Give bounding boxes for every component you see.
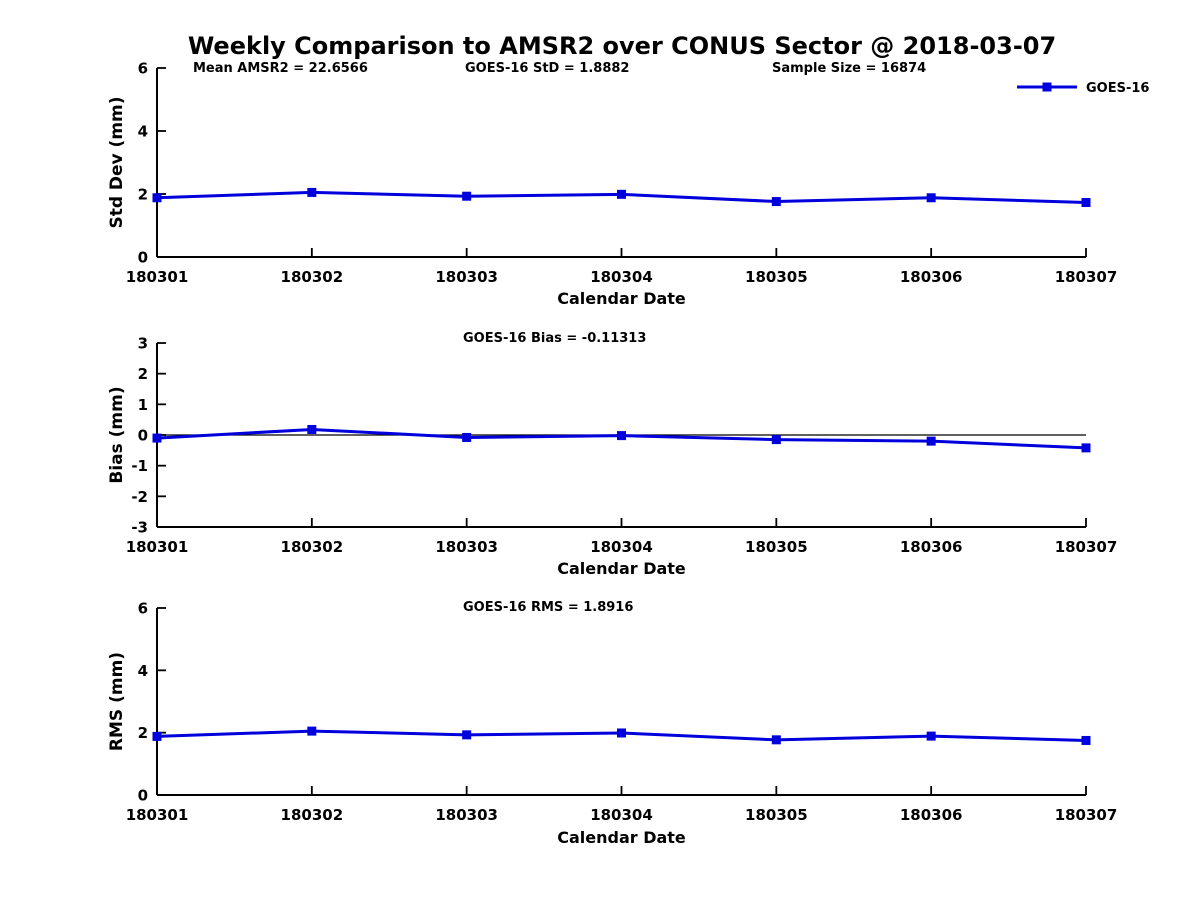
annotation-mean-amsr2: Mean AMSR2 = 22.6566: [193, 61, 368, 76]
x-tick-label: 180305: [745, 806, 808, 824]
x-tick-label: 180302: [281, 538, 344, 556]
y-tick-label: 0: [138, 787, 148, 805]
rms-x-axis-label: Calendar Date: [557, 828, 686, 847]
y-tick-label: 0: [138, 427, 148, 445]
std-dev-data-point: [307, 187, 317, 197]
y-tick-label: 0: [138, 249, 148, 267]
y-tick-label: 3: [138, 335, 148, 353]
x-tick-label: 180301: [126, 806, 189, 824]
rms-data-point: [1081, 735, 1091, 745]
x-tick-label: 180304: [590, 538, 653, 556]
y-tick-label: 2: [138, 186, 148, 204]
x-tick-label: 180306: [900, 538, 963, 556]
legend: GOES-16: [1017, 81, 1149, 96]
rms-y-axis-label: RMS (mm): [107, 652, 127, 751]
rms-data-point: [462, 730, 472, 740]
x-tick-label: 180304: [590, 268, 653, 286]
x-tick-label: 180306: [900, 268, 963, 286]
bias-data-point: [1081, 443, 1091, 453]
x-tick-label: 180307: [1055, 268, 1118, 286]
rms-annotation: GOES-16 RMS = 1.8916: [463, 600, 633, 615]
annotation-sample-size: Sample Size = 16874: [772, 61, 926, 76]
x-tick-label: 180303: [435, 806, 498, 824]
bias-data-point: [926, 436, 936, 446]
x-tick-label: 180301: [126, 268, 189, 286]
x-tick-label: 180304: [590, 806, 653, 824]
y-tick-label: 2: [138, 365, 148, 383]
bias-data-point: [152, 433, 162, 443]
rms-data-point: [771, 735, 781, 745]
legend-label: GOES-16: [1086, 81, 1149, 96]
x-tick-label: 180301: [126, 538, 189, 556]
rms-data-point: [152, 731, 162, 741]
y-tick-label: 6: [138, 600, 148, 618]
std-dev-data-point: [152, 193, 162, 203]
bias-x-axis-label: Calendar Date: [557, 559, 686, 578]
std-dev-data-point: [617, 189, 626, 199]
y-tick-label: 4: [138, 662, 148, 680]
chart-panels: 0 2 4 6 180301 180302 180303 180304 180305 180306…: [126, 60, 1118, 825]
bias-y-axis-label: Bias (mm): [107, 386, 127, 483]
bias-data-point: [617, 431, 626, 441]
y-tick-label: 6: [138, 60, 148, 78]
rms-data-point: [307, 726, 317, 736]
y-tick-label: -1: [131, 457, 148, 475]
x-tick-label: 180306: [900, 806, 963, 824]
std-dev-chart: 0 2 4 6 180301 180302 180303 180304 180305 180306…: [126, 60, 1118, 287]
rms-chart: 0 2 4 6 180301 180302 180303 180304 180305 180306…: [126, 600, 1118, 825]
std-dev-data-point: [462, 191, 472, 201]
std-dev-data-point: [771, 197, 781, 207]
x-tick-label: 180305: [745, 268, 808, 286]
legend-marker: [1042, 82, 1052, 92]
figure-title: Weekly Comparison to AMSR2 over CONUS Se…: [188, 32, 1056, 60]
y-tick-label: 1: [138, 396, 148, 414]
x-tick-label: 180303: [435, 538, 498, 556]
rms-data-point: [617, 728, 626, 738]
bias-data-point: [771, 435, 781, 445]
x-tick-label: 180303: [435, 268, 498, 286]
std-dev-data-point: [1081, 198, 1091, 208]
stddev-y-axis-label: Std Dev (mm): [107, 96, 127, 228]
y-tick-label: -3: [131, 519, 148, 537]
x-tick-label: 180302: [281, 806, 344, 824]
stddev-x-axis-label: Calendar Date: [557, 289, 686, 308]
std-dev-data-point: [926, 193, 936, 203]
x-tick-label: 180307: [1055, 538, 1118, 556]
annotation-goes16-std: GOES-16 StD = 1.8882: [465, 61, 629, 76]
y-tick-label: 2: [138, 724, 148, 742]
bias-chart: -3 -2 -1 0 1 2 3 180301 180302 180303 180304 180305…: [126, 335, 1118, 557]
rms-data-point: [926, 731, 936, 741]
bias-data-point: [307, 424, 317, 434]
x-tick-label: 180305: [745, 538, 808, 556]
y-tick-label: -2: [131, 488, 148, 506]
x-tick-label: 180307: [1055, 806, 1118, 824]
bias-data-point: [462, 432, 472, 442]
y-tick-label: 4: [138, 123, 148, 141]
bias-annotation: GOES-16 Bias = -0.11313: [463, 331, 646, 346]
x-tick-label: 180302: [281, 268, 344, 286]
